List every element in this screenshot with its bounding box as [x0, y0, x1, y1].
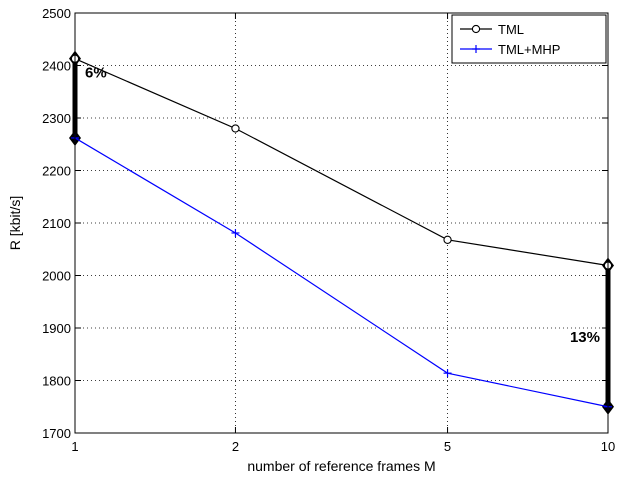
x-axis-title: number of reference frames M [247, 458, 435, 474]
y-tick-label: 2300 [42, 111, 71, 126]
data-point [231, 228, 240, 237]
plot-area-frame [74, 12, 609, 434]
difference-brackets [69, 50, 614, 415]
data-point [231, 124, 240, 133]
x-tick-label: 2 [232, 439, 239, 454]
legend: TML TML+MHP [451, 14, 607, 64]
x-tick-label: 1 [71, 439, 78, 454]
grid-lines [75, 13, 608, 433]
annotation-label: 13% [570, 329, 600, 346]
legend-entry: TML+MHP [498, 42, 560, 57]
annotations: 6% 13% [85, 64, 600, 346]
data-point [443, 235, 452, 244]
y-tick-label: 1900 [42, 321, 71, 336]
y-tick-label: 1800 [42, 374, 71, 389]
y-tick-label: 1700 [42, 426, 71, 441]
y-tick-label: 2100 [42, 216, 71, 231]
x-tick-label: 5 [444, 439, 451, 454]
y-tick-label: 2400 [42, 59, 71, 74]
y-tick-label: 2200 [42, 164, 71, 179]
tick-labels: 1700 1800 1900 2000 2100 2200 2300 2400 2500 1 2 5 1… [42, 6, 615, 454]
y-axis-title: R [kbit/s] [7, 196, 23, 250]
legend-box [451, 14, 607, 64]
legend-marker [471, 24, 481, 34]
x-tick-label: 10 [601, 439, 615, 454]
axis-ticks [74, 12, 609, 434]
y-tick-label: 2000 [42, 269, 71, 284]
series-lines [70, 54, 613, 411]
series-line [74, 58, 609, 267]
legend-entry: TML [498, 22, 524, 37]
series-line [74, 137, 609, 408]
y-tick-label: 2500 [42, 6, 71, 21]
data-point [443, 369, 452, 378]
annotation-label: 6% [85, 64, 107, 81]
